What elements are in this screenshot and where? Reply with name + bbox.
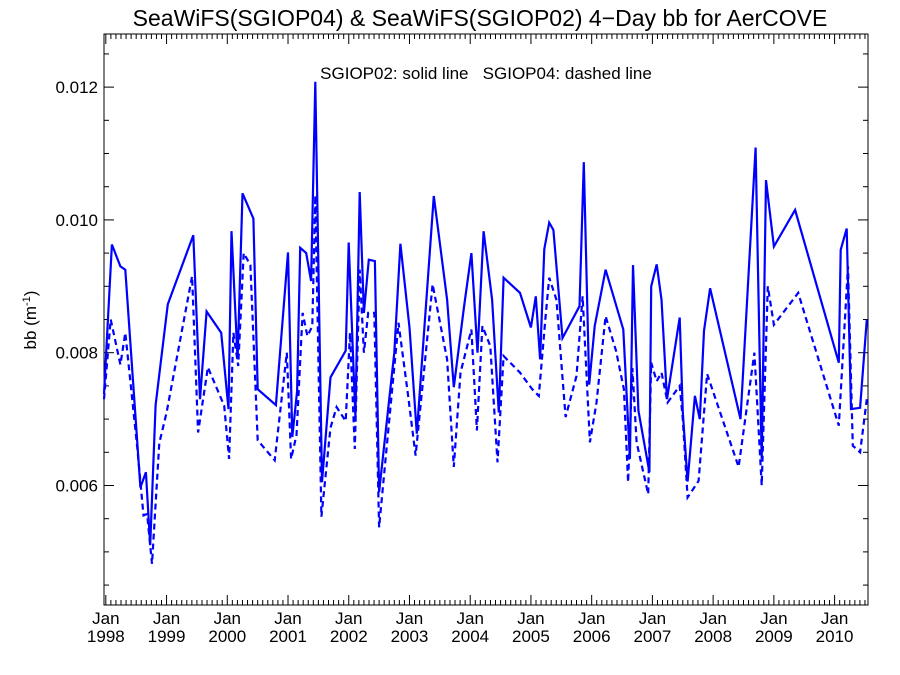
x-tick-month-label: Jan [760,609,787,628]
x-tick-month-label: Jan [699,609,726,628]
x-tick-year-label: 2000 [208,627,246,646]
x-tick-year-label: 1999 [148,627,186,646]
x-tick-year-label: 2004 [451,627,489,646]
y-tick-label: 0.008 [55,344,98,363]
y-axis-label: bb (m-1) [21,291,40,350]
x-tick-month-label: Jan [639,609,666,628]
y-axis-label-superscript: -1 [21,296,33,306]
x-tick-month-label: Jan [396,609,423,628]
x-tick-month-label: Jan [274,609,301,628]
y-tick-label: 0.006 [55,476,98,495]
x-tick-month-label: Jan [214,609,241,628]
legend-annotation: SGIOP02: solid line SGIOP04: dashed line [320,64,652,83]
x-tick-year-label: 2005 [512,627,550,646]
x-tick-month-label: Jan [821,609,848,628]
x-tick-year-label: 2010 [816,627,854,646]
x-tick-year-label: 2007 [633,627,671,646]
series-sgiop02-line [102,81,868,546]
x-tick-year-label: 2001 [269,627,307,646]
x-tick-month-label: Jan [517,609,544,628]
x-tick-year-label: 2003 [391,627,429,646]
chart-title: SeaWiFS(SGIOP04) & SeaWiFS(SGIOP02) 4−Da… [133,5,828,31]
x-tick-month-label: Jan [92,609,119,628]
x-tick-month-label: Jan [456,609,483,628]
y-tick-label: 0.010 [55,211,98,230]
x-tick-month-label: Jan [153,609,180,628]
y-axis-label-text: bb (m [21,306,40,349]
plot-frame [103,33,869,606]
x-tick-month-label: Jan [578,609,605,628]
x-tick-month-label: Jan [335,609,362,628]
y-tick-label: 0.012 [55,78,98,97]
series-group [102,81,868,564]
series-sgiop04-line [102,195,868,564]
x-tick-year-label: 2008 [694,627,732,646]
x-tick-year-label: 2002 [330,627,368,646]
x-tick-year-label: 2009 [755,627,793,646]
x-tick-year-label: 1998 [87,627,125,646]
x-tick-year-label: 2006 [573,627,611,646]
y-axis-label-close: ) [21,291,40,297]
y-axis: 0.006 0.008 0.010 0.012 [55,53,868,586]
x-axis: Jan1998Jan1999Jan2000Jan2001Jan2002Jan20… [87,34,866,646]
